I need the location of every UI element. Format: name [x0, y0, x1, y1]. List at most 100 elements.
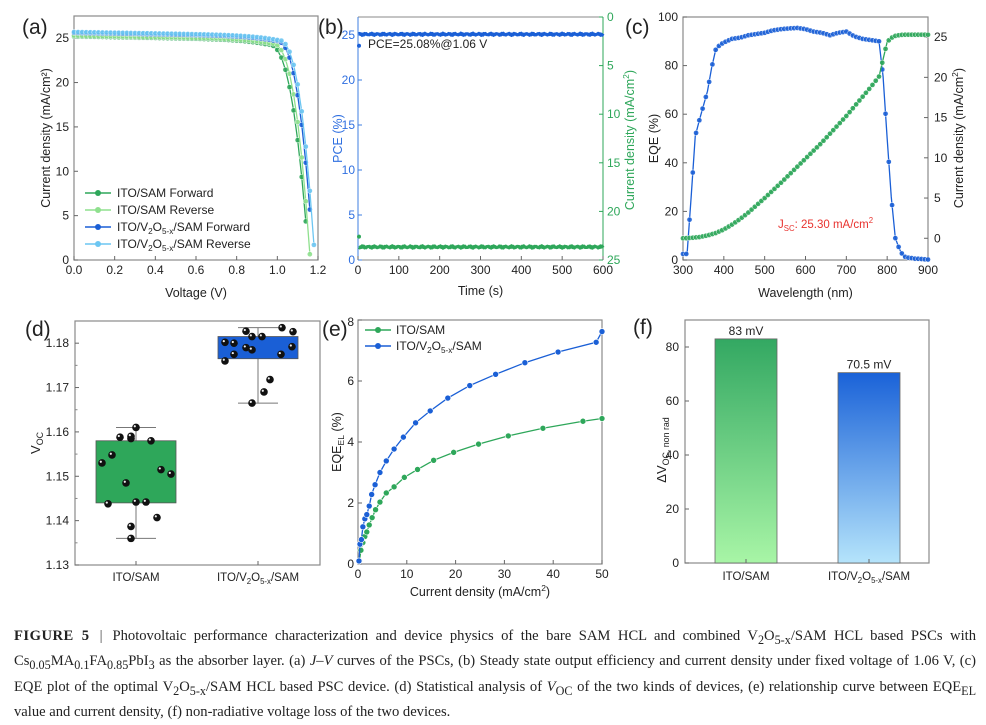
start-point	[357, 43, 361, 48]
data-point	[475, 440, 482, 448]
data-point	[820, 137, 827, 144]
data-point	[823, 134, 830, 141]
y-tick-label-left: 0	[671, 253, 678, 267]
data-point	[882, 110, 889, 117]
y-axis-label-right: Current density (mA/cm2)	[950, 68, 966, 208]
y-tick-label: 0	[62, 253, 69, 267]
panel-label: (d)	[25, 318, 51, 341]
data-point	[899, 250, 905, 257]
data-point	[383, 457, 390, 465]
subscript: 0.1	[74, 658, 90, 673]
series-line-ito-v2o5-x-sam-forward	[73, 32, 311, 210]
y-tick-label-right: 15	[607, 156, 621, 170]
y-axis-label-left: EQE (%)	[647, 114, 661, 163]
data-point	[167, 470, 175, 478]
y-tick-label-left: 15	[342, 118, 356, 132]
y-tick-label: 40	[666, 448, 680, 462]
y-tick-label: 8	[347, 315, 354, 329]
data-point	[230, 339, 238, 347]
bar-ito-sam	[714, 338, 778, 564]
caption-text: FA	[89, 653, 107, 670]
data-point	[853, 101, 859, 108]
legend-label: ITO/SAM Reverse	[117, 203, 214, 217]
plot-frame	[74, 320, 321, 566]
y-axis-label-right: Current density (mA/cm2)	[621, 70, 637, 210]
data-point	[147, 436, 155, 445]
data-point	[108, 451, 116, 459]
data-point	[843, 113, 850, 119]
subscript: 5-x	[189, 683, 206, 698]
x-tick-label: 300	[470, 263, 490, 277]
data-point	[376, 469, 384, 476]
y-tick-label: 1.14	[46, 514, 70, 528]
y-tick-label: 5	[62, 209, 69, 223]
caption-text: curves of the PSCs, (b) Steady state out…	[14, 653, 977, 695]
data-point	[850, 105, 856, 112]
legend-marker	[95, 207, 101, 213]
caption-text: /SAM HCL based PSCs with Cs	[14, 628, 976, 670]
subscript: 2	[173, 683, 180, 698]
data-point	[132, 498, 140, 506]
data-point	[221, 338, 229, 347]
data-point	[355, 557, 363, 565]
data-point	[122, 479, 130, 487]
data-point	[817, 141, 824, 147]
data-point	[242, 327, 250, 336]
data-point	[539, 424, 547, 432]
caption-text: PbI	[128, 653, 149, 670]
caption-italic: V	[546, 678, 556, 695]
y-tick-label-left: 40	[665, 156, 679, 170]
data-point	[371, 481, 379, 489]
data-point	[390, 445, 398, 453]
data-point-highlight	[249, 334, 252, 337]
box-ito-v2o5-x-sam	[217, 336, 299, 360]
data-point	[830, 127, 837, 133]
x-tick-label: 400	[511, 263, 531, 277]
x-tick-label: 600	[593, 263, 613, 277]
data-point	[127, 432, 135, 441]
data-point	[869, 82, 876, 88]
data-point	[492, 370, 499, 378]
y-tick-label-right: 25	[607, 253, 621, 267]
data-point-highlight	[168, 471, 171, 474]
y-tick-label-right: 10	[934, 151, 948, 165]
data-point	[693, 130, 699, 136]
data-point-highlight	[289, 344, 292, 347]
data-point-highlight	[290, 329, 293, 332]
data-point	[116, 433, 124, 442]
data-point	[277, 350, 285, 359]
data-point-highlight	[222, 339, 225, 343]
data-point	[368, 514, 376, 521]
x-tick-label: 600	[795, 263, 815, 277]
data-point	[278, 323, 286, 332]
subscript: 5-x	[774, 632, 791, 647]
data-point	[598, 328, 606, 335]
data-point	[307, 251, 313, 258]
data-point	[221, 357, 229, 365]
subscript: 0.85	[107, 658, 129, 673]
x-tick-label: 0.2	[106, 263, 123, 277]
y-tick-label-right: 10	[607, 107, 621, 121]
subscript: 0.05	[29, 658, 51, 673]
data-point-highlight	[143, 499, 146, 502]
series-line-ito-sam	[358, 417, 603, 562]
y-tick-label: 10	[56, 164, 70, 178]
data-point	[282, 41, 289, 47]
x-axis-label: Voltage (V)	[165, 286, 227, 300]
x-tick-label: 50	[595, 567, 609, 581]
data-point	[444, 394, 452, 402]
y-tick-label: 6	[347, 374, 354, 388]
data-point	[289, 327, 297, 336]
data-point	[376, 498, 384, 506]
data-point-highlight	[154, 515, 157, 518]
data-point	[696, 117, 703, 124]
data-point	[365, 521, 373, 529]
data-point	[302, 143, 309, 150]
x-tick-label: 40	[547, 567, 561, 581]
x-tick-label: 1.0	[269, 263, 286, 277]
data-point	[856, 97, 863, 104]
data-point-highlight	[158, 467, 161, 470]
data-point	[248, 332, 256, 341]
data-point-highlight	[231, 351, 234, 355]
data-point	[368, 491, 375, 498]
